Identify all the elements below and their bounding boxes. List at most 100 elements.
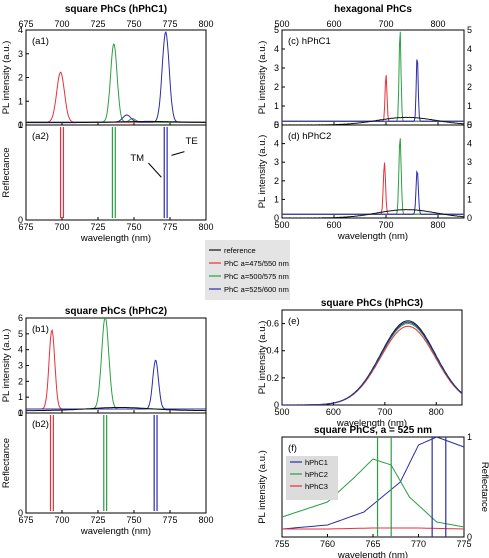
xtick-label-d: 600 <box>326 220 341 230</box>
legend-label-f: hPhC1 <box>305 458 328 467</box>
series-e-green <box>282 322 462 405</box>
ytick-right-label-d: 0 <box>467 213 472 223</box>
arrow-tm <box>148 162 162 178</box>
xtick-top-label-a1: 775 <box>162 19 177 29</box>
ylabel-d: PL intensity (a.u.) <box>257 135 268 209</box>
xtick-label-a2: 700 <box>54 222 69 232</box>
series-b1-black <box>26 407 206 412</box>
xtick-top-label-c: 800 <box>430 19 445 29</box>
series-d-black <box>282 209 464 218</box>
ytick-label-a2: 0 <box>18 215 23 225</box>
ytick-label-b1: 6 <box>18 313 23 323</box>
ytick-label-d: 5 <box>274 120 279 130</box>
series-c-blue <box>282 59 464 122</box>
ytick-label-a1: 2 <box>18 73 23 83</box>
panel-c: hexagonal PhCs 500 600 700 800 0 0 1 1 2 2 3 3 4 4 5 5 PL… <box>257 4 472 130</box>
xtick-label-b2: 800 <box>198 515 213 525</box>
y2tick-label-f: 0 <box>467 532 472 542</box>
ytick-right-label-d: 1 <box>467 194 472 204</box>
ytick-label-e: 0.2 <box>266 373 279 383</box>
ytick-right-label-d: 5 <box>467 120 472 130</box>
ytick-label-b1: 4 <box>18 345 23 355</box>
xtick-label-b2: 750 <box>126 515 141 525</box>
legend-f <box>286 456 338 500</box>
xtick-label-f: 755 <box>274 539 289 549</box>
xtick-label-f: 770 <box>411 539 426 549</box>
xlabel-d: wavelength (nm) <box>337 231 408 242</box>
ytick-label-a1: 1 <box>18 96 23 106</box>
series-e-blue <box>282 321 462 405</box>
panel-label-a2: (a2) <box>32 131 49 142</box>
xtick-label-a2: 800 <box>198 222 213 232</box>
xtick-label-e: 700 <box>377 407 392 417</box>
xtick-label-d: 800 <box>430 220 445 230</box>
ytick-label-b1: 5 <box>18 329 23 339</box>
xtick-top-label-a1: 725 <box>90 19 105 29</box>
ytick-label-b2: 0 <box>18 508 23 518</box>
ytick-right-label-c: 1 <box>467 101 472 111</box>
ylabel-e: PL intensity (a.u.) <box>257 321 268 395</box>
ytick-label-e: 0.6 <box>266 319 279 329</box>
ylabel-a1: PL intensity (a.u.) <box>1 41 12 115</box>
xlabel-f: wavelength (nm) <box>337 550 408 558</box>
annotation-tm: TM <box>130 153 144 164</box>
ytick-right-label-d: 4 <box>467 139 472 149</box>
legend-label-f: hPhC3 <box>305 482 328 491</box>
ytick-label-b2: 1 <box>18 408 23 418</box>
ylabel-b1: PL intensity (a.u.) <box>1 329 12 403</box>
frame-a2 <box>25 124 207 221</box>
series-c-red <box>282 75 464 122</box>
annotation-te: TE <box>186 136 198 147</box>
arrow-te <box>171 151 185 156</box>
xtick-label-d: 500 <box>274 220 289 230</box>
ytick-label-d: 1 <box>274 194 279 204</box>
xtick-label-a2: 775 <box>162 222 177 232</box>
xtick-label-e: 500 <box>274 407 289 417</box>
ytick-label-c: 0 <box>274 120 279 130</box>
xlabel-e: wavelength (nm) <box>336 418 407 429</box>
legend-label-2: PhC a=500/575 nm <box>224 272 289 281</box>
panel-label-e: (e) <box>288 316 300 327</box>
series-d-blue <box>282 170 464 215</box>
legend-label-3: PhC a=525/600 nm <box>224 285 289 294</box>
panel-label-a1: (a1) <box>32 36 49 47</box>
xtick-label-e: 800 <box>429 407 444 417</box>
xtick-top-label-c: 500 <box>274 19 289 29</box>
xlabel-b2: wavelength (nm) <box>80 526 151 537</box>
series-b1-red <box>26 328 206 410</box>
ytick-label-a1: 3 <box>18 49 23 59</box>
panel-label-f: (f) <box>288 443 297 454</box>
ytick-label-d: 3 <box>274 157 279 167</box>
series-a1-black <box>26 120 206 124</box>
ytick-label-c: 4 <box>274 44 279 54</box>
xtick-label-b2: 675 <box>18 515 33 525</box>
ylabel-a2: Reflectance <box>1 147 12 197</box>
xlabel-a2: wavelength (nm) <box>80 233 151 244</box>
series-e-red <box>282 325 462 405</box>
ytick-right-label-c: 0 <box>467 120 472 130</box>
xtick-top-label-a1: 800 <box>198 19 213 29</box>
xtick-label-f: 760 <box>320 539 335 549</box>
xtick-label-f: 765 <box>365 539 380 549</box>
series-b1-green <box>26 318 206 410</box>
ytick-label-c: 5 <box>274 25 279 35</box>
ytick-label-d: 4 <box>274 139 279 149</box>
series-a1-blue <box>26 30 206 123</box>
ylabel-c: PL intensity (a.u.) <box>257 41 268 115</box>
ytick-right-label-c: 4 <box>467 44 472 54</box>
ytick-right-label-d: 2 <box>467 176 472 186</box>
title-b1: square PhCs (hPhC2) <box>65 306 167 317</box>
ytick-label-b1: 0 <box>18 408 23 418</box>
xtick-top-label-c: 600 <box>326 19 341 29</box>
xtick-label-b2: 700 <box>54 515 69 525</box>
legend-label-0: reference <box>224 246 256 255</box>
xtick-label-d: 700 <box>378 220 393 230</box>
series-a1-red <box>26 71 206 123</box>
title-a1: square PhCs (hPhC1) <box>65 4 167 15</box>
title-e: square PhCs (hPhC3) <box>321 298 423 309</box>
ylabel-b2: Reflectance <box>1 438 12 488</box>
frame-e <box>281 309 463 406</box>
